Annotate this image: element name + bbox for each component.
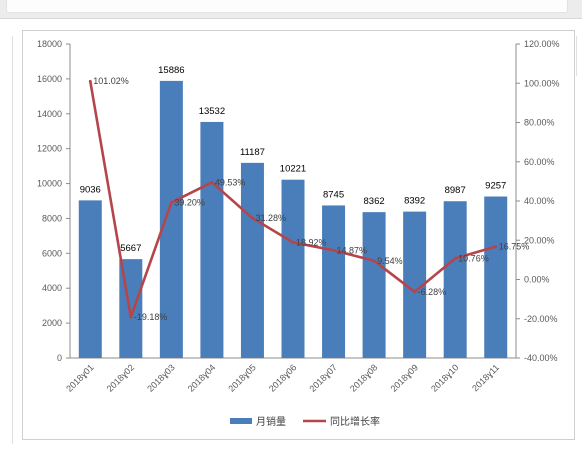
legend-label-bar: 月销量	[256, 415, 286, 428]
bar-value-label: 9036	[80, 184, 101, 195]
line-point	[453, 256, 457, 260]
line-point	[291, 240, 295, 244]
line-value-label: 101.02%	[93, 76, 129, 86]
bar	[281, 179, 305, 358]
x-tick-label: 2018ɣ04	[186, 362, 217, 393]
bar	[159, 80, 183, 358]
bar	[443, 201, 467, 358]
legend-swatch-bar	[230, 418, 252, 424]
left-tick-label: 10000	[37, 179, 62, 189]
x-tick-label: 2018ɣ08	[348, 362, 379, 393]
left-tick-label: 0	[57, 353, 62, 363]
left-tick-label: 16000	[37, 74, 62, 84]
right-tick-label: 120.00%	[524, 39, 560, 49]
right-tick-label: 20.00%	[524, 235, 555, 245]
line-point	[251, 216, 254, 220]
line-value-label: -19.18%	[134, 312, 168, 322]
left-tick-label: 8000	[42, 213, 62, 223]
x-tick-label: 2018ɣ06	[267, 362, 298, 393]
right-axis-ticks: -40.00% -20.00% 0.00% 20.00% 40.00% 60.00% 80.…	[516, 39, 560, 363]
line-point	[88, 79, 92, 83]
x-tick-label: 2018ɣ09	[389, 362, 420, 393]
left-tick-label: 4000	[42, 283, 62, 293]
left-tick-label: 6000	[42, 248, 62, 258]
bar-value-label: 15886	[158, 65, 184, 76]
left-tick-label: 2000	[42, 318, 62, 328]
bar-value-label: 8745	[323, 189, 344, 200]
line-value-label: 49.53%	[215, 177, 246, 187]
line-point	[210, 180, 214, 184]
x-tick-label: 2018ɣ03	[145, 362, 176, 393]
previous-card-edge	[6, 0, 568, 13]
bar-value-label: 10221	[280, 164, 306, 175]
bar	[78, 200, 102, 358]
right-tick-label: -20.00%	[524, 314, 558, 324]
line-data-labels: 101.02% -19.18% 39.20% 49.53% 31.28% 18.92% 14…	[93, 76, 529, 322]
line-point	[494, 245, 498, 249]
line-value-label: 39.20%	[174, 198, 205, 208]
legend: 月销量 同比增长率	[230, 415, 380, 428]
line-value-label: 16.75%	[499, 242, 530, 252]
right-tick-label: 40.00%	[524, 196, 555, 206]
line-value-label: 18.92%	[296, 237, 327, 247]
bar	[484, 196, 508, 358]
right-tick-label: 0.00%	[524, 275, 550, 285]
line-point	[129, 315, 133, 319]
bar-data-labels: 9036 5667 15886 13532 11187 10221 8745 8362 8392…	[80, 65, 507, 254]
x-tick-label: 2018ɣ10	[429, 362, 460, 393]
bar	[200, 121, 224, 359]
line-value-label: 14.87%	[337, 245, 368, 255]
right-tick-label: 60.00%	[524, 157, 555, 167]
bar-value-label: 8392	[404, 196, 425, 207]
legend-label-line: 同比增长率	[330, 415, 380, 428]
x-tick-label: 2018ɣ02	[105, 362, 136, 393]
left-margin-line	[12, 36, 13, 444]
x-tick-label: 2018ɣ11	[470, 362, 501, 393]
right-tick-label: 80.00%	[524, 118, 555, 128]
left-axis-ticks: 0 2000 4000 6000 8000 10000 12000 14000 16000 180…	[37, 39, 70, 363]
right-tick-label: -40.00%	[524, 353, 558, 363]
bar-value-label: 8362	[364, 196, 385, 207]
line-point	[332, 248, 335, 252]
bar-series	[78, 80, 508, 359]
line-point	[169, 201, 173, 204]
x-axis-ticks: 2018ɣ01 2018ɣ02 2018ɣ03 2018ɣ04 2018ɣ05 2018ɣ…	[64, 362, 501, 393]
bar-value-label: 13532	[199, 106, 225, 117]
top-strip	[0, 0, 582, 19]
line-value-label: 31.28%	[255, 213, 286, 223]
left-tick-label: 12000	[37, 144, 62, 154]
line-value-label: -6.28%	[418, 287, 447, 297]
bar	[403, 211, 427, 358]
bar	[322, 205, 346, 358]
bar	[362, 212, 386, 358]
line-series	[88, 79, 498, 319]
x-tick-label: 2018ɣ05	[226, 362, 257, 393]
x-tick-label: 2018ɣ01	[64, 362, 95, 393]
line-point	[413, 290, 417, 294]
bar-value-label: 8987	[445, 185, 466, 196]
line-point	[372, 259, 376, 263]
bar-value-label: 11187	[240, 147, 265, 158]
line-value-label: 9.54%	[377, 256, 403, 266]
left-tick-label: 18000	[37, 39, 62, 49]
line-value-label: 10.76%	[458, 253, 489, 263]
bar-value-label: 5667	[120, 243, 141, 254]
left-tick-label: 14000	[37, 109, 62, 119]
right-tick-label: 100.00%	[524, 78, 560, 88]
right-margin-line	[576, 36, 577, 76]
bar-value-label: 9257	[485, 181, 506, 192]
x-tick-label: 2018ɣ07	[307, 362, 338, 393]
bar	[240, 162, 264, 358]
